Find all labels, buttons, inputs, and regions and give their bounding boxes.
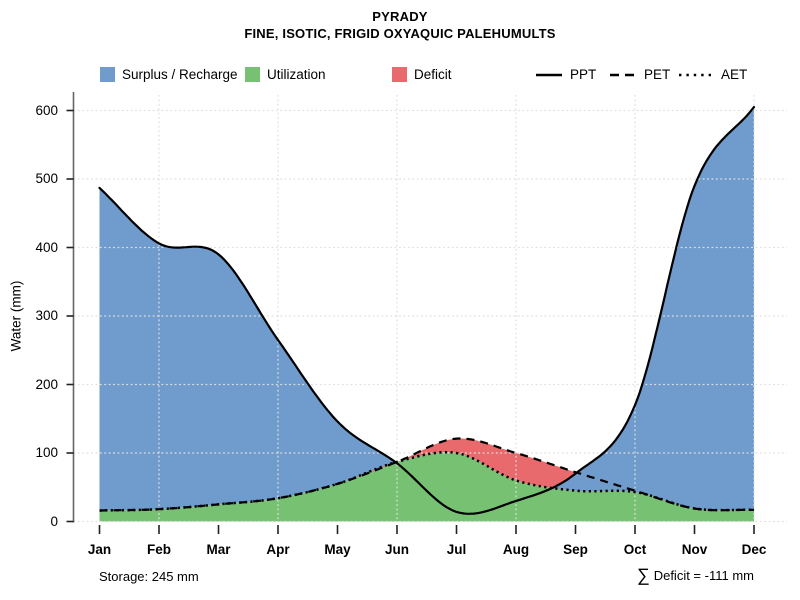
y-tick-label: 100 xyxy=(35,445,58,460)
y-tick-label: 600 xyxy=(35,102,58,118)
month-label-aug: Aug xyxy=(502,542,530,557)
ppt-line-icon xyxy=(536,73,562,76)
legend-label-aet: AET xyxy=(721,67,748,82)
legend-item-deficit: Deficit xyxy=(392,66,452,83)
utilization-area xyxy=(99,452,754,522)
legend-item-ppt: PPT xyxy=(535,66,596,83)
month-label-mar: Mar xyxy=(206,542,231,557)
y-tick-label: 0 xyxy=(50,513,58,529)
month-label-sep: Sep xyxy=(563,542,588,557)
month-label-may: May xyxy=(324,542,351,557)
legend-label-surplus: Surplus / Recharge xyxy=(122,67,238,82)
month-label-oct: Oct xyxy=(623,542,647,557)
surplus-area xyxy=(99,107,754,511)
y-tick-label: 300 xyxy=(35,308,58,323)
legend-label-deficit: Deficit xyxy=(414,67,452,82)
deficit-sum-text: Deficit = -111 mm xyxy=(653,567,754,583)
legend-label-utilization: Utilization xyxy=(267,67,326,82)
deficit-swatch-icon xyxy=(392,67,407,82)
pet-curve xyxy=(99,437,755,512)
legend-item-aet: AET xyxy=(678,66,747,83)
y-tick-label: 400 xyxy=(35,239,58,255)
pet-line-icon xyxy=(610,73,636,76)
y-tick-label: 200 xyxy=(35,376,58,392)
deficit-sum-annotation: ∑ Deficit = -111 mm xyxy=(637,566,754,584)
month-label-apr: Apr xyxy=(266,542,290,557)
chart-subtitle: FINE, ISOTIC, FRIGID OXYAQUIC PALEHUMULT… xyxy=(244,26,556,41)
legend-label-ppt: PPT xyxy=(570,67,597,82)
month-label-jan: Jan xyxy=(87,542,112,557)
legend-item-pet: PET xyxy=(609,66,670,83)
month-label-dec: Dec xyxy=(741,542,767,557)
chart-title: PYRADY xyxy=(372,9,428,24)
legend-item-surplus: Surplus / Recharge xyxy=(100,66,238,83)
ppt-curve xyxy=(98,106,756,515)
utilization-swatch-icon xyxy=(245,67,260,82)
surplus-swatch-icon xyxy=(100,67,115,82)
legend-label-pet: PET xyxy=(644,67,671,82)
y-tick-label: 500 xyxy=(35,171,58,186)
month-label-nov: Nov xyxy=(681,542,708,557)
legend-item-utilization: Utilization xyxy=(245,66,326,83)
month-label-jun: Jun xyxy=(384,542,409,557)
month-label-jul: Jul xyxy=(446,542,467,557)
aet-line-icon xyxy=(679,73,713,76)
sigma-icon: ∑ xyxy=(636,565,650,585)
month-label-feb: Feb xyxy=(146,542,171,557)
storage-annotation: Storage: 245 mm xyxy=(99,569,199,584)
